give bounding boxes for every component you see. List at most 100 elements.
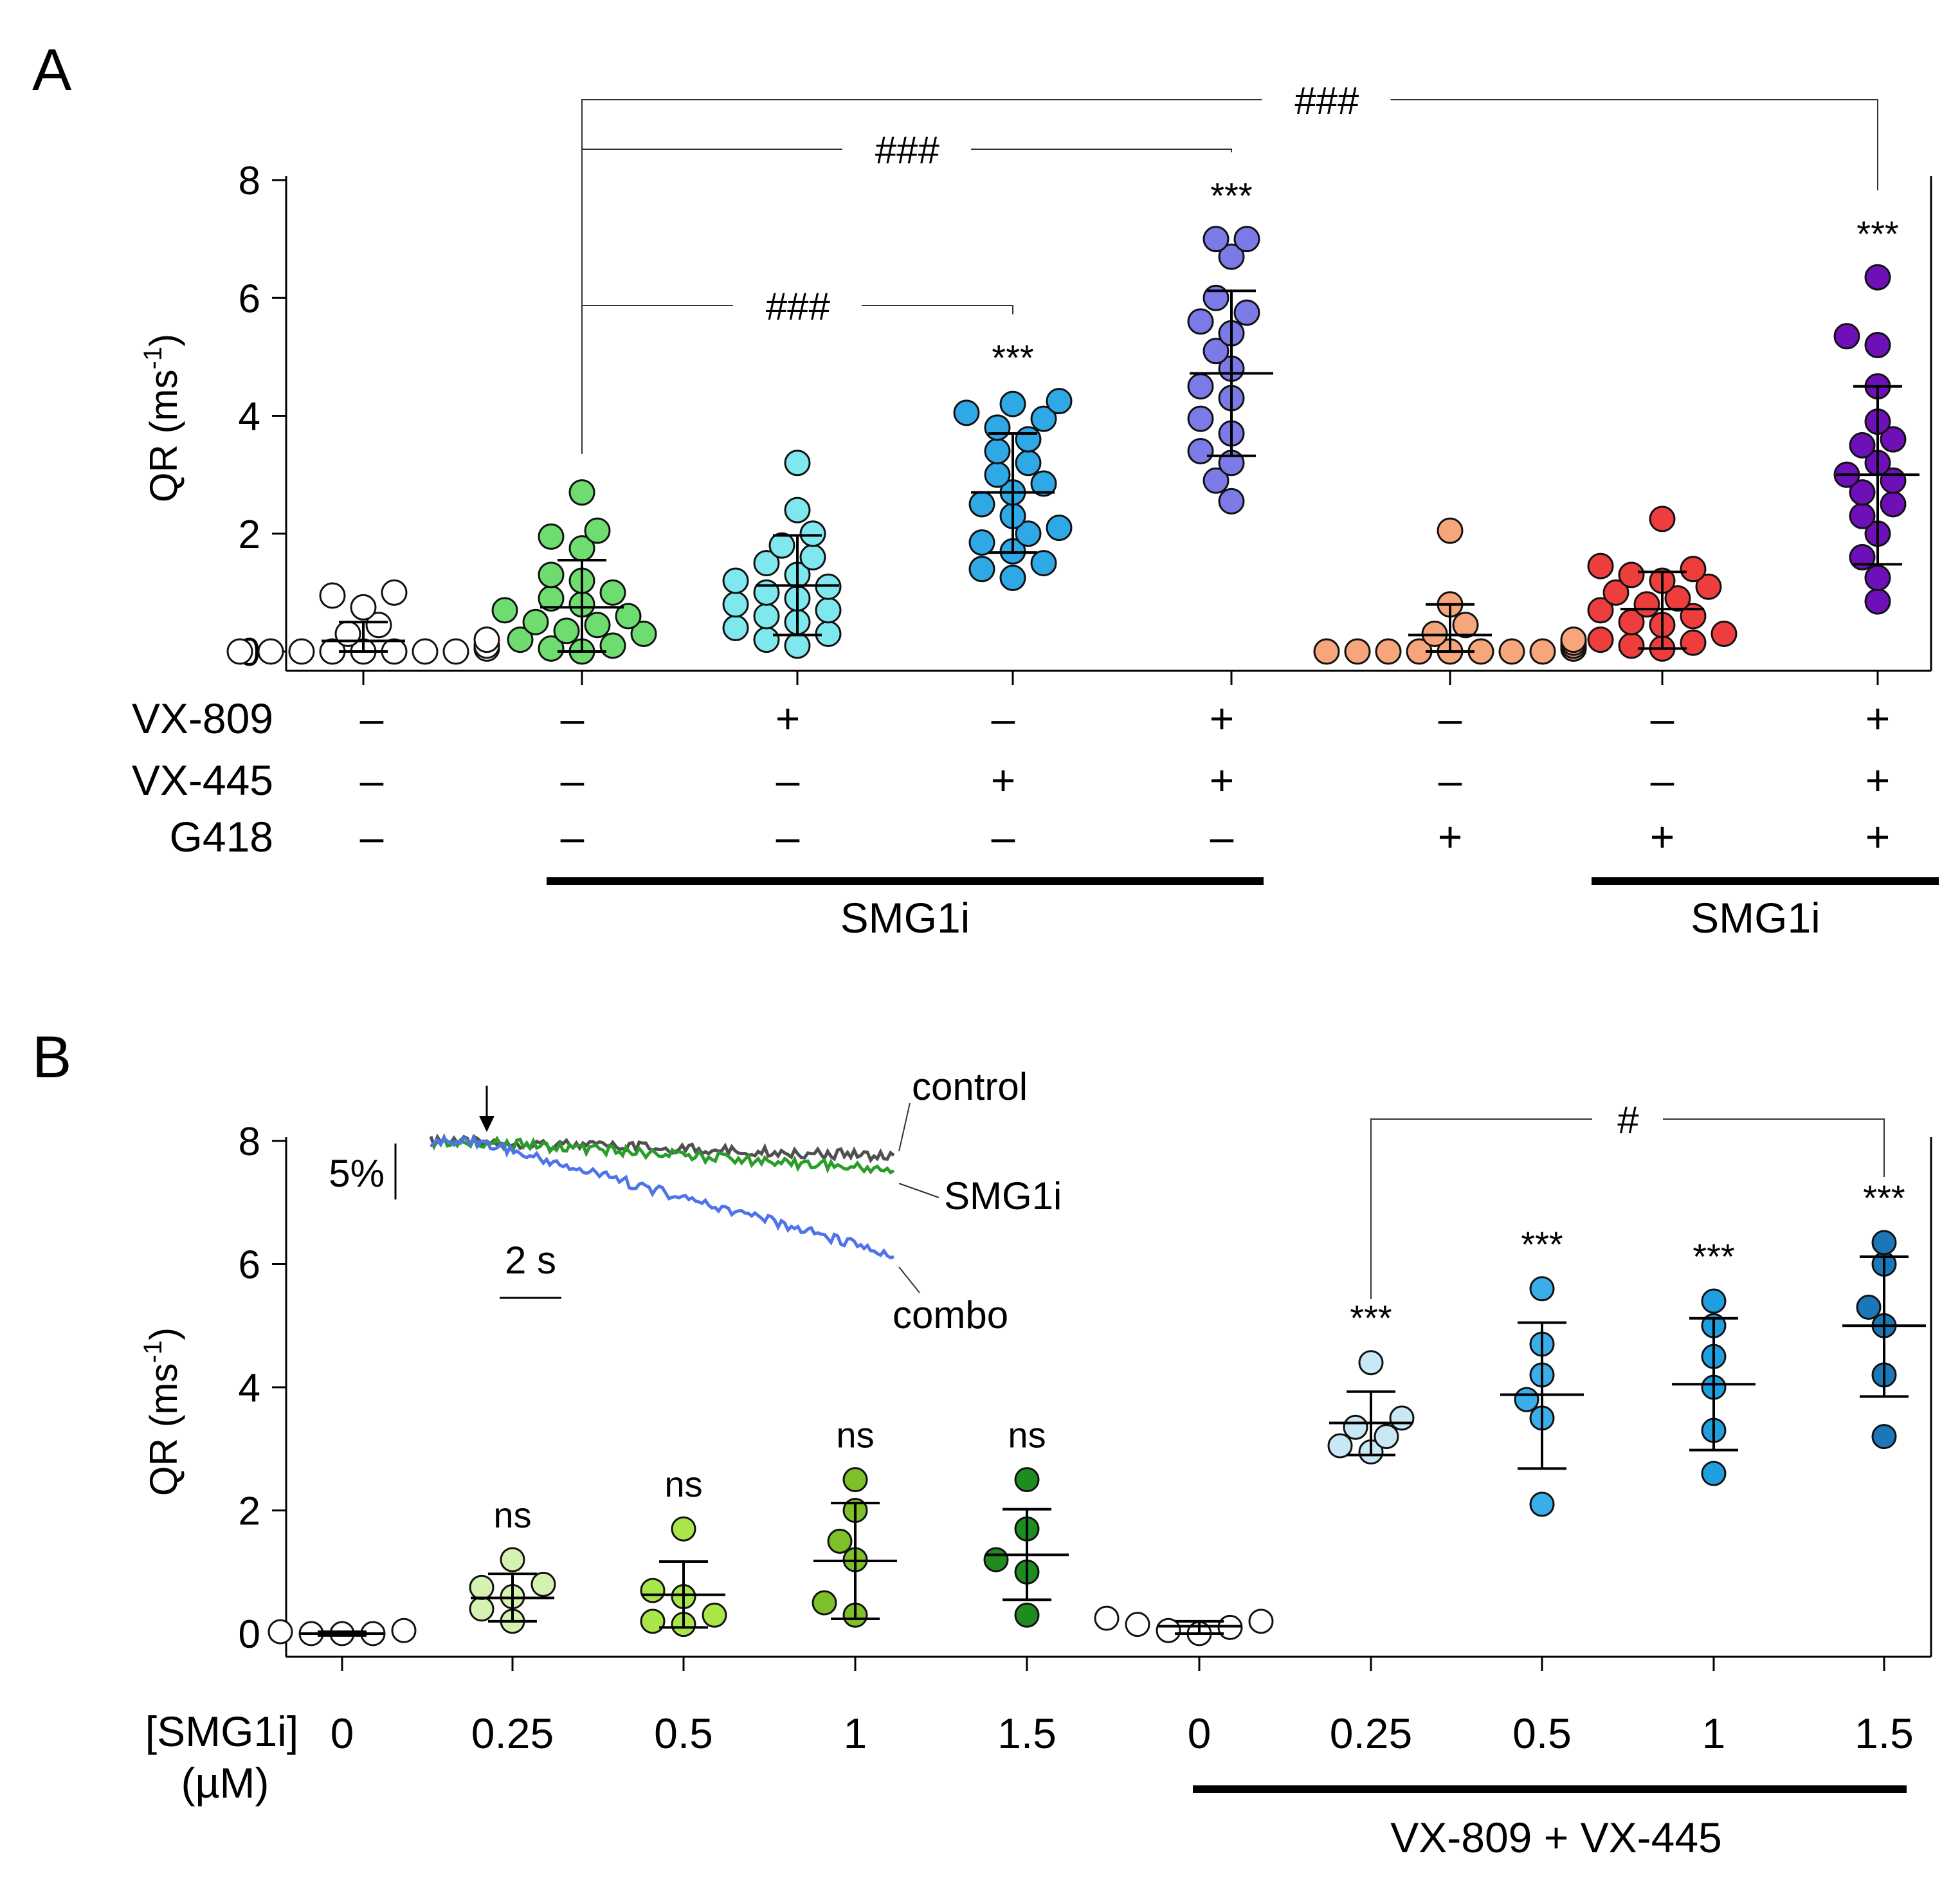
data-point (1248, 1609, 1274, 1634)
data-point (1156, 1618, 1181, 1643)
data-point (1864, 332, 1891, 359)
data-point (1587, 597, 1614, 624)
data-point (1233, 226, 1260, 253)
data-point (538, 523, 565, 550)
panel-a-group-3 (722, 450, 842, 659)
data-point (1202, 226, 1230, 253)
panel-b-x-tick-label: 0.5 (654, 1709, 713, 1757)
data-point (1871, 1424, 1897, 1450)
data-point (1618, 632, 1645, 659)
data-point (1710, 621, 1738, 648)
data-point (984, 414, 1011, 441)
svg-text:QR (ms-1): QR (ms-1) (139, 1327, 185, 1496)
significance-label: ns (493, 1495, 531, 1535)
data-point (1046, 515, 1073, 542)
data-point (753, 626, 780, 653)
data-point (226, 638, 253, 665)
panel-b-x-axis-title-line2: (µM) (181, 1759, 269, 1807)
inset-leader-line (898, 1183, 939, 1198)
data-point (984, 461, 1011, 488)
panel-b-x-tick-label: 0.25 (471, 1709, 554, 1757)
bracket-line-right (971, 149, 1232, 152)
row-marker: + (1865, 813, 1891, 861)
bracket-label: # (1617, 1099, 1638, 1142)
data-point (640, 1578, 666, 1603)
panel-b-x-tick-label: 0 (1188, 1709, 1211, 1757)
data-point (1871, 1230, 1897, 1255)
panel-b-x-tick-label: 1.5 (997, 1709, 1057, 1757)
data-point (522, 608, 549, 635)
inset-arrow-head (479, 1116, 495, 1132)
panel-b-x-tick-label: 1.5 (1855, 1709, 1914, 1757)
data-point (507, 626, 534, 653)
data-point (599, 632, 626, 659)
panel-b-x-tick-label: 0.5 (1512, 1709, 1572, 1757)
data-point (827, 1528, 853, 1554)
treatment-bar-label: VX-809 + VX-445 (1390, 1814, 1722, 1861)
row-marker: – (360, 813, 384, 861)
panel-a-y-tick-label: 4 (239, 395, 260, 439)
data-point (381, 579, 408, 606)
svg-text:QR (ms-1): QR (ms-1) (139, 334, 185, 502)
data-point (1327, 1433, 1353, 1459)
panel-a-group-7 (1587, 506, 1738, 662)
data-point (768, 532, 795, 559)
data-point (1680, 629, 1707, 656)
data-point (491, 597, 518, 624)
data-point (500, 1547, 525, 1573)
significance-label: *** (992, 338, 1033, 378)
panel-b-x-tick-label: 0.25 (1330, 1709, 1412, 1757)
data-point (1389, 1405, 1415, 1431)
data-point (1864, 588, 1891, 615)
inset-trace-smg1i (430, 1133, 895, 1175)
panel-b-group-10: *** (1842, 1178, 1926, 1450)
data-point (538, 635, 565, 662)
panel-a-y-tick-label: 2 (239, 513, 260, 557)
data-point (1587, 626, 1614, 653)
row-marker: – (360, 695, 384, 742)
inset-trace-label: control (912, 1065, 1028, 1108)
inset-scale-x-label: 2 s (505, 1239, 556, 1282)
data-point (1849, 543, 1876, 570)
data-point (1202, 284, 1230, 311)
data-point (1014, 1602, 1040, 1628)
data-point (257, 638, 284, 665)
data-point (599, 579, 626, 606)
significance-bracket: ### (581, 285, 1013, 454)
bracket-line-left (581, 305, 733, 454)
data-point (842, 1467, 868, 1493)
data-point (1849, 502, 1876, 529)
data-point (983, 1547, 1009, 1573)
data-point (1125, 1612, 1150, 1637)
inset-trace-plot: control SMG1i combo 5% 2 s (329, 1065, 1062, 1336)
data-point (999, 390, 1026, 417)
data-point (319, 582, 346, 609)
data-point (702, 1602, 727, 1628)
panel-b-group-4: ns (812, 1415, 897, 1628)
significance-label: *** (1863, 1178, 1905, 1218)
data-point (531, 1571, 556, 1597)
inset-leader-line (898, 1266, 920, 1293)
data-point (968, 529, 995, 556)
data-point (469, 1596, 495, 1622)
inset-leader-line (898, 1102, 911, 1152)
data-point (1187, 308, 1214, 335)
data-point (288, 638, 315, 665)
data-point (1187, 437, 1214, 464)
panel-b-group-7: *** (1327, 1298, 1415, 1465)
row-marker: – (1651, 756, 1674, 804)
row-marker: + (1210, 695, 1235, 742)
data-point (1618, 561, 1645, 588)
data-point (1649, 506, 1676, 533)
data-point (1015, 426, 1042, 453)
panel-a-y-tick-label: 8 (239, 159, 260, 203)
row-marker: – (992, 813, 1015, 861)
panel-b-group-8: *** (1500, 1224, 1584, 1517)
significance-label: ns (836, 1415, 874, 1455)
panel-b-y-tick-label: 8 (239, 1120, 260, 1164)
data-point (1030, 550, 1057, 577)
data-point (473, 626, 500, 653)
data-point (1218, 488, 1245, 515)
